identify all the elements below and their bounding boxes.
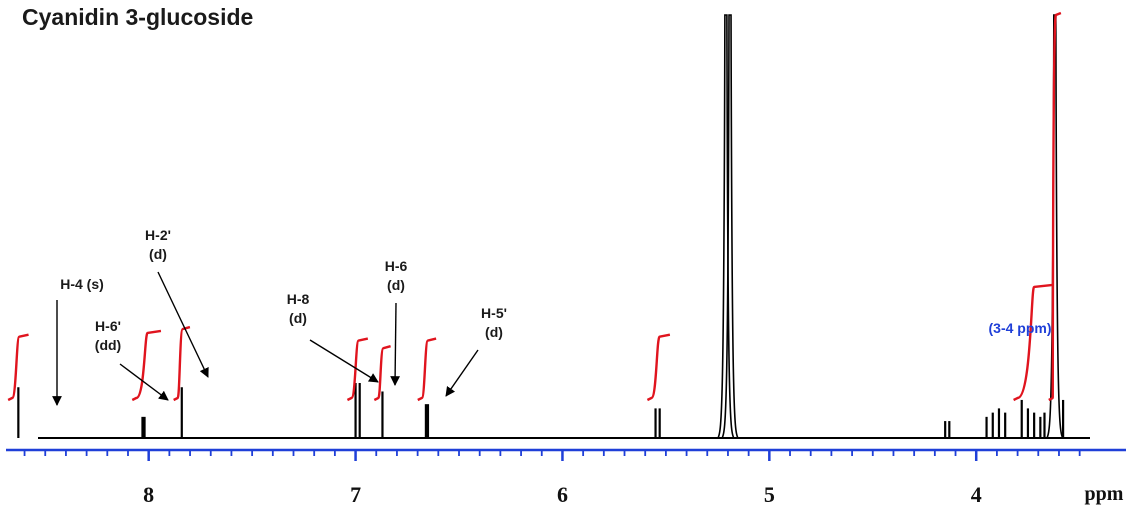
peak-label-text-2-0: H-2' [145, 227, 171, 243]
peak-label-2: H-2' (d) [145, 227, 209, 378]
x-tick-label-7: 7 [350, 482, 361, 507]
peak-label-text-4-1: (d) [387, 277, 405, 293]
peak-5-19-12 [721, 14, 739, 439]
integral-curve-2 [173, 325, 191, 402]
peak-label-text-1-1: (dd) [95, 337, 121, 353]
peak-3-62-24 [1046, 14, 1064, 439]
peak-label-arrow-1 [119, 363, 169, 401]
peak-5-21-11 [717, 14, 735, 439]
integral-curve-6 [646, 333, 671, 402]
peak-label-4: H-6 (d) [385, 258, 408, 386]
integral-curve-8 [1048, 11, 1062, 402]
peak-label-1: H-6' (dd) [95, 318, 169, 401]
integral-curve-1 [131, 329, 162, 402]
integral-curve-5 [417, 337, 437, 402]
region-note: (3-4 ppm) [989, 320, 1052, 336]
integral-curve-7 [1013, 283, 1053, 402]
peak-label-3: H-8 (d) [287, 291, 379, 383]
peak-label-text-2-1: (d) [149, 246, 167, 262]
peak-label-text-0-0: H-4 (s) [60, 276, 104, 292]
x-tick-label-6: 6 [557, 482, 568, 507]
integral-curve-3 [346, 337, 369, 402]
peak-label-5: H-5' (d) [445, 305, 507, 397]
peak-label-text-1-0: H-6' [95, 318, 121, 334]
peak-label-arrow-4 [390, 302, 401, 386]
peak-label-text-4-0: H-6 [385, 258, 408, 274]
peak-label-text-3-1: (d) [289, 310, 307, 326]
peak-label-arrow-5 [445, 349, 479, 397]
integral-curve-0 [7, 333, 29, 402]
peak-label-arrow-2 [157, 271, 209, 378]
peak-label-text-3-0: H-8 [287, 291, 310, 307]
x-tick-label-5: 5 [764, 482, 775, 507]
chart-title: Cyanidin 3-glucoside [22, 4, 254, 30]
x-tick-label-8: 8 [143, 482, 154, 507]
peak-label-text-5-0: H-5' [481, 305, 507, 321]
x-tick-label-4: 4 [971, 482, 982, 507]
x-axis-unit-label: ppm [1085, 483, 1124, 505]
integral-curve-4 [373, 345, 391, 402]
peak-label-text-5-1: (d) [485, 324, 503, 340]
peak-label-arrow-3 [309, 339, 379, 383]
peak-label-0: H-4 (s) [52, 276, 104, 406]
